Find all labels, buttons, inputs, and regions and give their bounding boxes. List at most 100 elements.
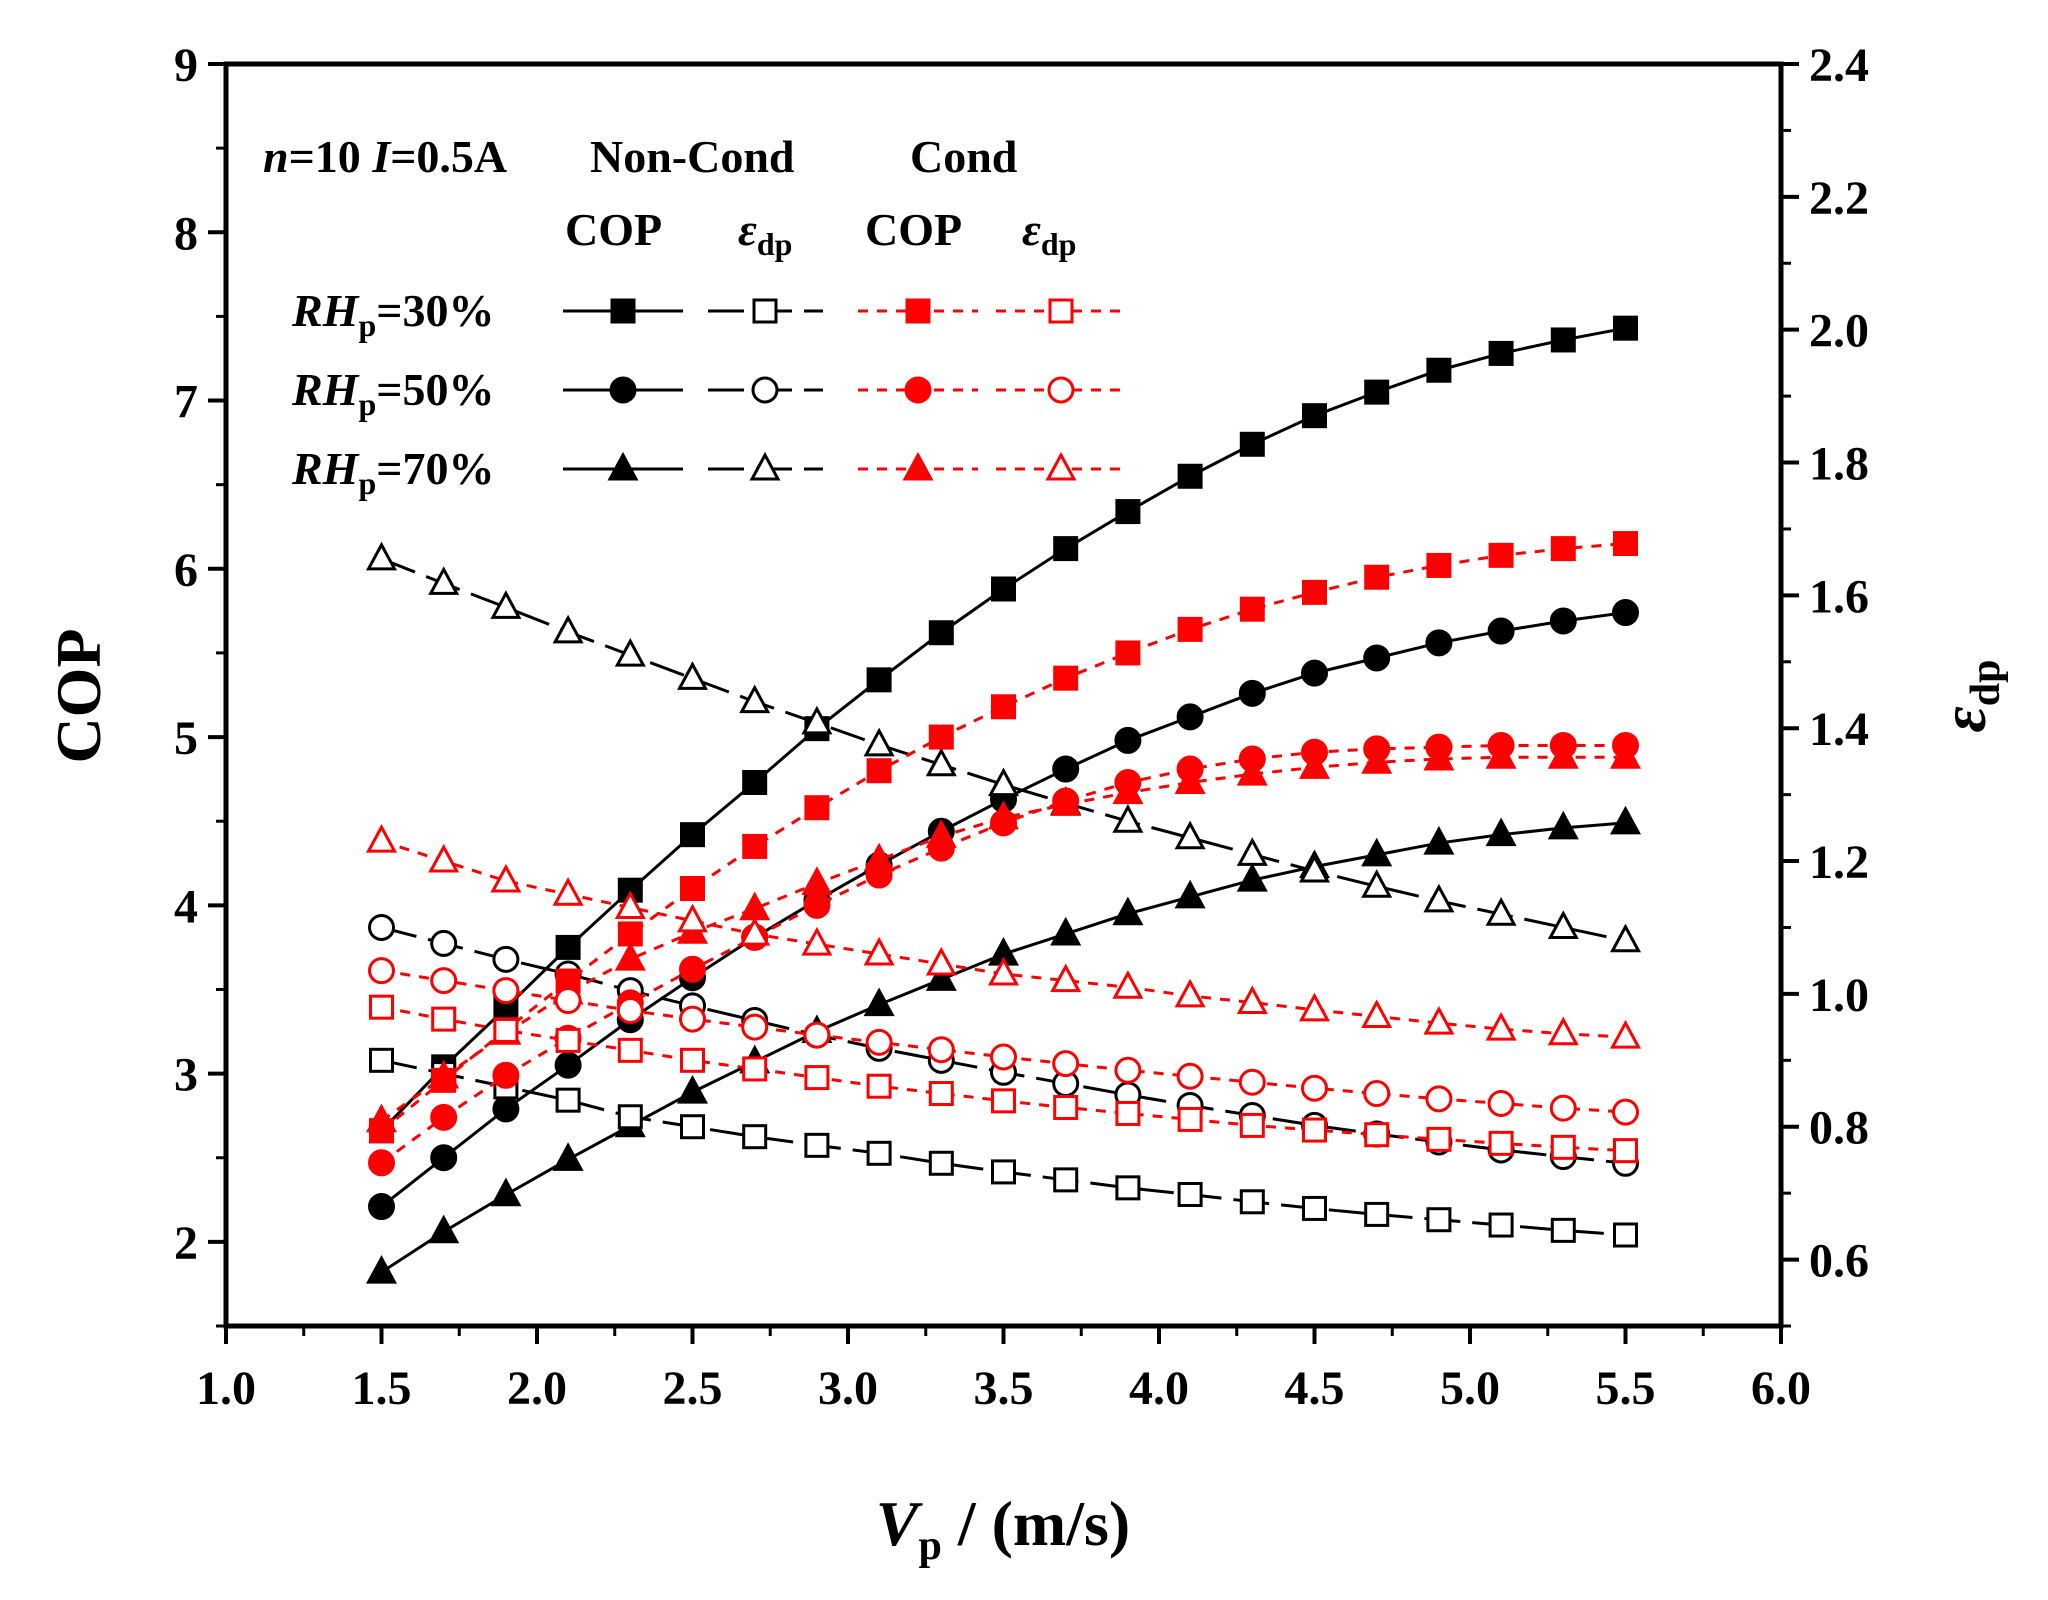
data-point [1112, 896, 1144, 926]
data-point [1238, 1068, 1266, 1096]
legend-marker [905, 298, 931, 324]
series-3 [369, 1047, 1638, 1248]
data-point [1425, 1085, 1453, 1113]
y2-tick-label: 1.0 [1809, 969, 1869, 1022]
y2-axis-title: εdp [1928, 660, 2009, 733]
legend-col-cop-noncond: COP [565, 204, 662, 255]
legend-marker [1048, 298, 1074, 324]
y2-tick-label: 2.0 [1809, 305, 1869, 358]
legend-group-cond: Cond [910, 131, 1018, 182]
data-point [1236, 756, 1268, 786]
data-point [1609, 805, 1642, 835]
data-point [1177, 1106, 1203, 1132]
x-tick-label: 2.5 [663, 1362, 723, 1415]
data-point [369, 994, 394, 1020]
legend-n-symbol: n [263, 131, 289, 182]
data-point [928, 620, 954, 646]
legend-i-symbol: I [371, 131, 392, 182]
data-point [679, 1005, 706, 1033]
data-point [1174, 765, 1206, 794]
legend-row-rh70: RHp=70% [291, 443, 494, 501]
data-point [1364, 1122, 1390, 1148]
x-axis-title-unit: / (m/s) [942, 1488, 1130, 1559]
data-point [490, 1177, 522, 1207]
y-tick-label: 4 [174, 880, 198, 933]
legend-marker [752, 298, 778, 324]
y2-axis-title-sub: dp [1963, 660, 2009, 707]
legend-marker [1047, 376, 1075, 404]
data-point [928, 724, 954, 750]
data-point [1236, 985, 1268, 1015]
data-point [1609, 1019, 1642, 1049]
data-point [1613, 1138, 1638, 1164]
data-point [987, 956, 1020, 986]
data-point [428, 566, 460, 595]
data-point [430, 1103, 458, 1131]
legend-marker [607, 451, 639, 481]
data-point [493, 1017, 519, 1043]
data-point [1239, 1189, 1265, 1215]
data-point [617, 1104, 643, 1130]
data-point [1547, 910, 1579, 939]
series-line [381, 839, 1626, 1039]
data-point [1176, 703, 1204, 731]
data-point [490, 863, 522, 893]
data-point [614, 637, 646, 667]
data-point [803, 891, 831, 919]
data-point [676, 1074, 709, 1104]
y-axis-title: COP [43, 628, 114, 763]
data-point [1364, 379, 1390, 405]
y-tick-label: 3 [174, 1049, 198, 1102]
data-point [1302, 403, 1327, 429]
y2-tick-label: 0.6 [1809, 1235, 1869, 1288]
data-point [676, 661, 709, 690]
data-point [742, 1056, 768, 1082]
data-point [1050, 916, 1082, 946]
x-axis-title-main: V [876, 1488, 924, 1559]
data-point [1177, 1181, 1203, 1207]
legend-eps-symbol-cond: ε [1022, 204, 1041, 255]
data-point [991, 1159, 1016, 1185]
data-point [1236, 837, 1268, 866]
data-point [616, 997, 644, 1024]
data-point [1112, 775, 1144, 805]
data-point [1053, 536, 1079, 562]
tick-labels: 1.0 1.5 2.0 2.5 3.0 3.5 4.0 4.5 5.0 5.5 6.0 2 3 4 5 6 7 8… [174, 39, 1869, 1415]
legend-marker [1045, 451, 1077, 481]
data-point [1302, 579, 1327, 605]
legend-rh70-main: RH [291, 443, 360, 494]
data-point [1361, 745, 1393, 774]
x-tick-label: 3.0 [818, 1362, 878, 1415]
y2-tick-label: 1.2 [1809, 836, 1869, 889]
data-point [554, 987, 582, 1015]
data-point [1609, 923, 1642, 953]
data-point [928, 1150, 954, 1176]
x-tick-label: 2.0 [507, 1362, 567, 1415]
data-point [1053, 1167, 1079, 1193]
data-point [739, 916, 771, 946]
data-point [555, 1087, 581, 1113]
data-point [552, 614, 584, 644]
legend-i-value: =0.5A [390, 131, 507, 182]
data-point [1177, 616, 1203, 642]
data-point [804, 1065, 830, 1091]
legend-rh70-sub: p [358, 465, 376, 501]
data-point [679, 955, 706, 983]
data-point [1425, 629, 1453, 657]
legend: n=10 I=0.5A Non-Cond Cond COP εdp COP εd… [263, 131, 1076, 501]
legend-row-rh30: RHp=30% [291, 285, 494, 343]
data-point [1302, 1117, 1327, 1143]
series-layer [365, 315, 1642, 1284]
data-point [1174, 820, 1206, 850]
legend-marker [749, 451, 781, 481]
legend-rh30-main: RH [291, 285, 360, 336]
data-point [365, 823, 398, 853]
legend-rh50-value: =50% [376, 364, 494, 415]
legend-rh30-value: =30% [376, 285, 494, 336]
data-point [1550, 1217, 1576, 1243]
data-point [1301, 1074, 1328, 1102]
data-point [1114, 726, 1142, 754]
data-point [925, 747, 957, 777]
data-point [1239, 596, 1265, 622]
data-point [369, 1047, 394, 1073]
